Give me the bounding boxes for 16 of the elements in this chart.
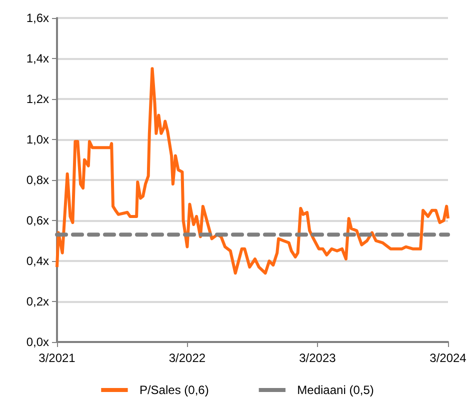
x-tick-label: 3/2024	[430, 351, 467, 365]
y-tick-label: 1,0x	[26, 132, 49, 146]
y-tick-label: 0,6x	[26, 214, 49, 228]
x-tick-label: 3/2022	[168, 351, 206, 365]
y-tick-label: 1,2x	[26, 92, 49, 106]
y-tick-label: 0,2x	[26, 294, 49, 308]
y-tick-label: 0,0x	[26, 335, 49, 349]
y-tick-label: 0,4x	[26, 254, 49, 268]
x-tick-label: 3/2023	[299, 351, 336, 365]
x-tick-label: 3/2021	[38, 351, 76, 365]
y-tick-label: 1,4x	[26, 52, 49, 66]
line-series	[56, 67, 450, 275]
legend-label: P/Sales (0,6)	[139, 383, 209, 397]
y-tick-label: 1,6x	[26, 11, 49, 25]
y-tick-label: 0,8x	[26, 173, 49, 187]
legend-label: Mediaani (0,5)	[297, 383, 374, 397]
